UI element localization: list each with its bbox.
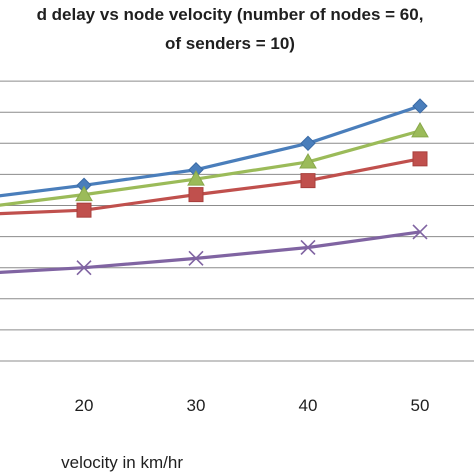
data-point-s1-2 [187,170,205,186]
series-2 [0,151,428,218]
data-point-s3-1 [76,260,92,276]
x-tick-label-20: 20 [75,396,94,415]
series-group [0,98,429,276]
data-point-s2-2 [188,187,204,203]
series-0 [0,98,428,198]
data-point-s1-1 [75,185,93,202]
data-point-s0-4 [412,98,428,114]
data-point-s3-2 [188,250,204,266]
data-point-s3-3 [300,239,316,256]
series-line-0 [0,104,421,198]
data-point-s0-3 [300,135,316,152]
x-tick-label-40: 40 [299,396,318,415]
data-point-s1-3 [299,152,317,169]
x-axis-label: velocity in km/hr [61,453,183,472]
x-tick-labels: 20 30 40 50 [75,396,430,415]
x-tick-label-30: 30 [187,396,206,415]
chart-title-line-1: d delay vs node velocity (number of node… [37,5,424,24]
data-point-s3-4 [412,224,428,240]
data-point-s2-1 [76,202,92,218]
series-1 [0,121,429,207]
x-tick-label-50: 50 [411,396,430,415]
data-point-s2-4 [412,151,428,167]
data-point-s1-4 [411,121,429,138]
gridlines [0,80,474,331]
data-point-s2-3 [300,173,316,189]
series-3 [0,224,428,276]
chart-title-line-2: of senders = 10) [165,34,295,53]
